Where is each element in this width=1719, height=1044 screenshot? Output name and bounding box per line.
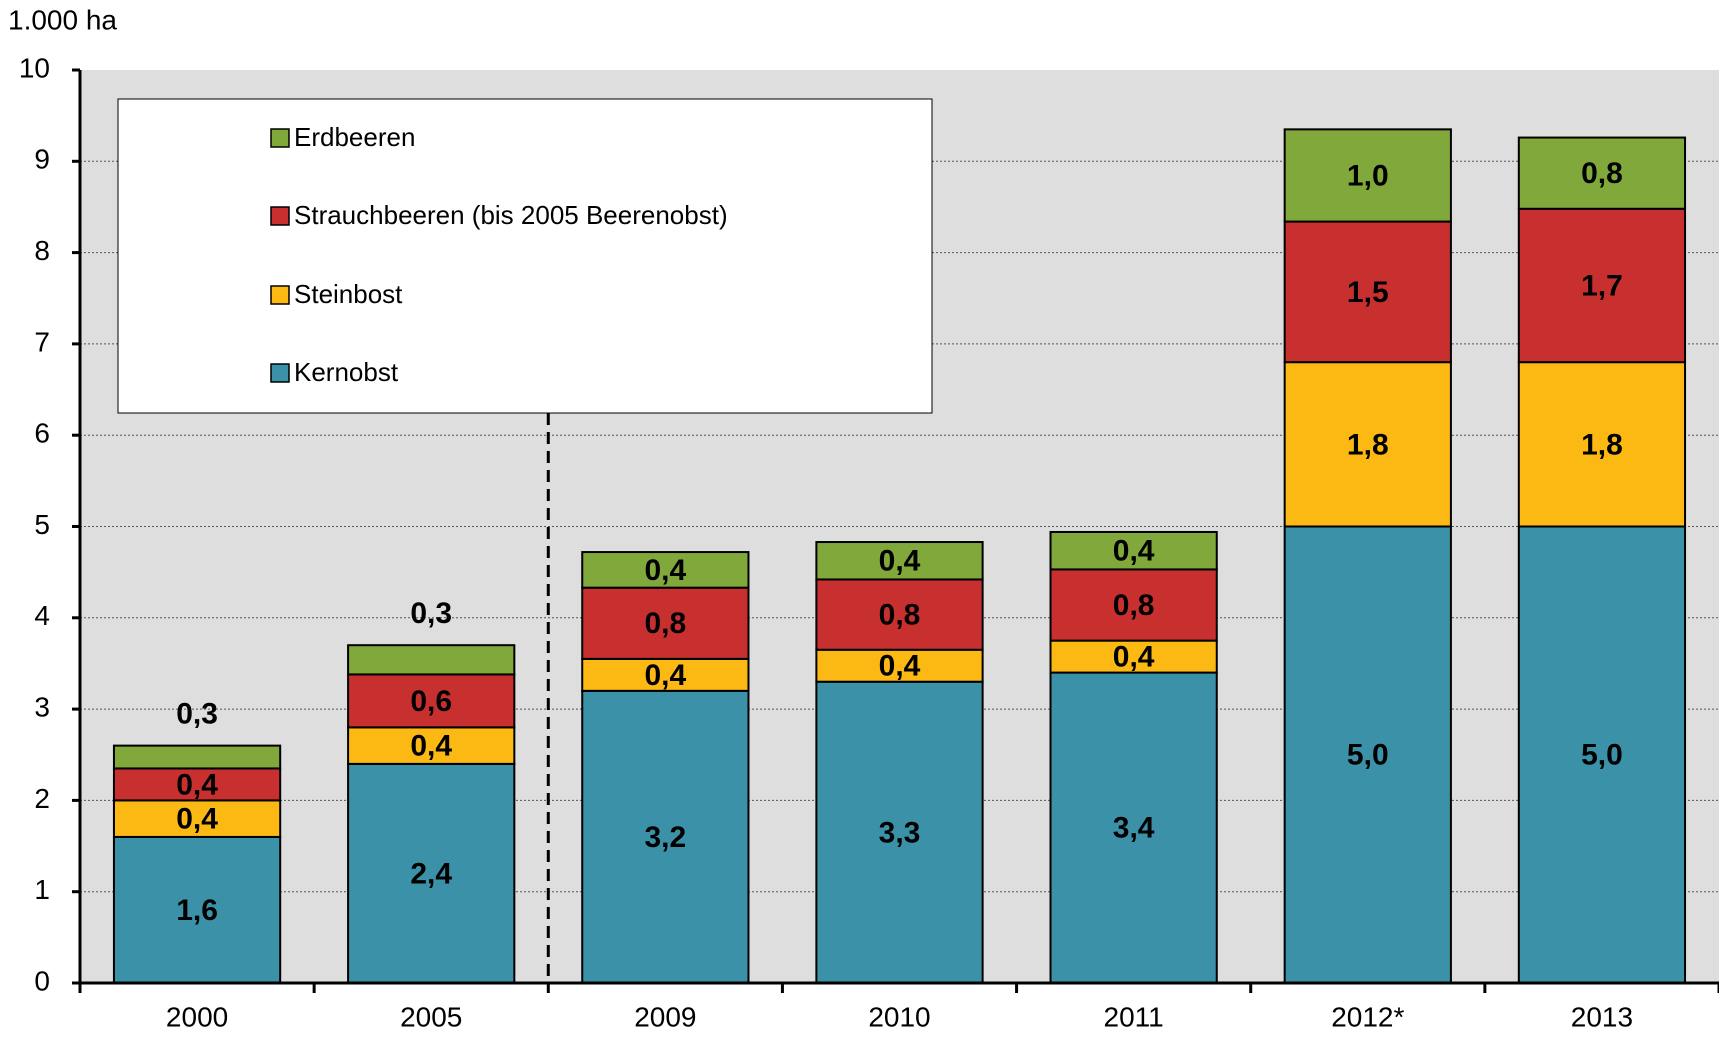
value-label: 1,8 <box>1581 428 1623 461</box>
x-tick-label: 2000 <box>166 1001 228 1032</box>
bar-segment <box>347 762 516 984</box>
bar-segment <box>815 578 984 651</box>
value-label: 0,4 <box>176 768 218 801</box>
legend-marker <box>270 128 290 148</box>
y-tick-label: 2 <box>34 783 50 814</box>
y-tick-label: 7 <box>34 326 50 357</box>
bar-segment <box>815 648 984 683</box>
bar-segment <box>815 680 984 985</box>
legend-marker <box>270 206 290 226</box>
value-label: 0,4 <box>879 650 921 683</box>
x-tick-label: 2005 <box>400 1001 462 1032</box>
value-label: 3,3 <box>879 816 921 849</box>
value-label: 3,4 <box>1113 812 1155 845</box>
bar-segment <box>1283 525 1452 984</box>
value-label: 1,0 <box>1347 159 1389 192</box>
bar-segment <box>112 799 282 838</box>
value-label: 5,0 <box>1347 739 1389 772</box>
bar-segment <box>1283 220 1452 364</box>
x-tick-label: 2011 <box>1104 1001 1164 1032</box>
y-tick-label: 6 <box>34 418 50 449</box>
x-tick-label: 2012* <box>1331 1001 1404 1032</box>
value-label: 1,6 <box>176 894 218 927</box>
value-label: 0,4 <box>410 730 452 763</box>
value-label: 2,4 <box>410 857 452 890</box>
legend-marker <box>270 363 290 383</box>
bar-segment <box>581 689 750 985</box>
y-tick-label: 10 <box>19 52 50 83</box>
legend-label: Erdbeeren <box>294 122 415 152</box>
value-label: 0,8 <box>644 607 686 640</box>
value-label: 0,8 <box>879 599 921 632</box>
value-label: 0,4 <box>1113 641 1155 674</box>
bar-segment <box>112 767 282 802</box>
bar-segment <box>815 541 984 581</box>
bar-segment <box>581 551 750 589</box>
y-tick-label: 9 <box>34 144 50 175</box>
value-label: 0,4 <box>1113 535 1155 568</box>
value-label: 0,4 <box>176 803 218 836</box>
value-label: 1,7 <box>1581 269 1623 302</box>
y-axis-label: 1.000 ha <box>8 4 117 35</box>
bar-segment <box>1517 207 1687 364</box>
legend-box <box>117 98 933 414</box>
value-label: 0,6 <box>410 685 452 718</box>
x-tick-label: 2009 <box>634 1001 696 1032</box>
legend-marker <box>270 285 290 305</box>
value-label: 0,8 <box>1113 589 1155 622</box>
legend-label: Kernobst <box>294 357 399 387</box>
bar-segment <box>1517 136 1687 210</box>
legend-label: Steinbost <box>294 279 403 309</box>
value-label: 0,4 <box>644 554 686 587</box>
bar-segment <box>1049 568 1218 642</box>
value-label: 0,4 <box>879 545 921 578</box>
y-tick-label: 0 <box>34 965 50 996</box>
value-label: 0,3 <box>176 698 218 731</box>
bar-segment <box>1283 361 1452 528</box>
bar-segment <box>1049 671 1218 985</box>
value-label: 5,0 <box>1581 739 1623 772</box>
value-label: 0,4 <box>644 659 686 692</box>
bar-segment <box>347 644 516 676</box>
y-tick-label: 5 <box>34 509 50 540</box>
bar-segment <box>347 673 516 729</box>
y-tick-label: 1 <box>34 874 50 905</box>
value-label: 1,8 <box>1347 428 1389 461</box>
value-label: 0,3 <box>410 597 452 630</box>
bar-segment <box>112 744 282 770</box>
y-tick-label: 8 <box>34 235 50 266</box>
y-tick-label: 3 <box>34 691 50 722</box>
x-tick-label: 2010 <box>868 1001 930 1032</box>
value-label: 3,2 <box>644 821 686 854</box>
x-tick-label: 2013 <box>1571 1001 1633 1032</box>
value-label: 0,8 <box>1581 157 1623 190</box>
bar-segment <box>581 657 750 692</box>
legend-label: Strauchbeeren (bis 2005 Beerenobst) <box>294 200 728 230</box>
bar-segment <box>347 726 516 765</box>
bar-segment <box>112 835 282 984</box>
y-tick-label: 4 <box>34 600 50 631</box>
bar-segment <box>1283 128 1452 223</box>
bar-segment <box>1049 530 1218 571</box>
value-label: 1,5 <box>1347 276 1389 309</box>
bar-segment <box>581 586 750 660</box>
